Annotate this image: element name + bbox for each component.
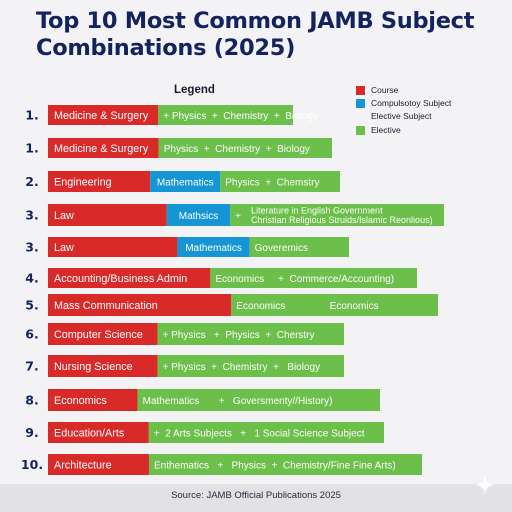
combination-row: 1. Medicine & Surgery + Physics + Chemistr…: [25, 105, 318, 125]
elective-segment: [249, 237, 349, 257]
course-segment-text: Nursing Science: [54, 361, 133, 373]
combination-row: 3. Law Mathematics Goveremics: [25, 237, 349, 257]
course-segment: [48, 422, 149, 443]
elective-segment-text: + Physics + Physics + Cherstry: [163, 330, 315, 341]
course-segment: [48, 323, 158, 345]
course-segment-text: Law: [54, 242, 74, 254]
course-segment-text: Architecture: [54, 459, 112, 471]
course-segment-text: Law: [54, 210, 74, 222]
elective-segment-text: + Physics + Chemistry + Biology: [163, 362, 321, 373]
elective-segment-text: Physics + Chemstry: [225, 177, 319, 188]
course-segment-text: Mass Communication: [54, 300, 158, 312]
course-segment: [48, 294, 232, 316]
legend-label-compulsory: Compulsotoy Subject: [371, 98, 452, 108]
combination-row: 5. Mass Communication Economics Economics: [25, 294, 438, 316]
compulsory-segment: [166, 204, 231, 226]
rank-label: 4.: [25, 271, 38, 286]
combination-row: 3. Law Mathsics + Literature in English Gove…: [25, 204, 444, 226]
course-segment-text: Engineering: [54, 176, 112, 188]
course-segment-text: Computer Science: [54, 329, 143, 341]
combination-row: 10. Architecture Enthematics + Physics + C…: [21, 454, 423, 475]
elective-segment-text: Enthematics + Physics + Chemistry/Fine F…: [154, 460, 396, 471]
rank-label: 3.: [25, 240, 38, 255]
combinations-chart: 1. Medicine & Surgery + Physics + Chemistr…: [21, 105, 444, 475]
course-segment-text: Economics: [54, 395, 107, 407]
compulsory-segment-text: Mathematics: [185, 243, 242, 254]
elective-segment-text: Economics Economics: [236, 301, 378, 312]
combination-row: 1. Medicine & Surgery Physics + Chemistry …: [25, 138, 332, 158]
elective-segment: [158, 138, 332, 158]
course-segment: [48, 237, 178, 257]
combination-row: 9. Education/Arts + 2 Arts Subjects + 1 So…: [25, 422, 384, 443]
elective-segment: [210, 268, 417, 288]
course-segment: [48, 138, 159, 158]
rank-label: 5.: [25, 298, 38, 313]
sparkle-icon: [475, 475, 495, 495]
elective-segment: [137, 389, 380, 411]
legend-item-course: Course: [356, 84, 398, 96]
elective-segment-text: Economics + Commerce/Accounting): [215, 274, 394, 285]
course-segment: [48, 355, 158, 377]
elective-segment-text-line2: Christian Religious Struids/Islamic Reon…: [251, 215, 433, 225]
rank-label: 10.: [21, 457, 43, 472]
combination-row: 2. Engineering Mathematics Physics + Chemst…: [25, 171, 340, 192]
compulsory-segment-text: Mathsics: [179, 211, 218, 222]
rank-label: 6.: [25, 327, 38, 342]
compulsory-segment: [177, 237, 250, 257]
elective-segment-text: + 2 Arts Subjects + 1 Social Science Sub…: [154, 428, 365, 439]
course-segment: [48, 171, 151, 192]
course-segment: [48, 389, 138, 411]
legend-label-course: Course: [371, 85, 399, 95]
elective-segment-text: Goveremics: [255, 243, 308, 254]
legend-item-elective-subject: Elective Subject: [371, 110, 431, 122]
rank-label: 9.: [25, 425, 38, 440]
rank-label: 2.: [25, 174, 38, 189]
elective-segment: [231, 294, 438, 316]
elective-segment-text: + Physics + Chemistry + Biology: [163, 111, 318, 122]
rank-label: 8.: [25, 393, 38, 408]
rank-label: 1.: [25, 141, 38, 156]
legend-label-elective-subject: Elective Subject: [371, 111, 432, 121]
course-segment: [48, 454, 149, 475]
source-note: Source: JAMB Official Publications 2025: [171, 490, 341, 501]
legend-swatch-elective: [356, 125, 365, 135]
course-segment: [48, 204, 167, 226]
combination-row: 7. Nursing Science + Physics + Chemistry +…: [25, 355, 344, 377]
elective-segment-text: Physics + Chemistry + Biology: [164, 144, 310, 155]
legend-item-elective: Elective: [356, 124, 401, 136]
course-segment-text: Medicine & Surgery: [54, 143, 149, 155]
legend-label-elective: Elective: [371, 125, 401, 135]
footer-band: [0, 484, 512, 512]
elective-segment: [148, 422, 384, 443]
combination-row: 8. Economics Mathematics + Goversmenty//Hi…: [25, 389, 380, 411]
rank-label: 1.: [25, 108, 38, 123]
elective-segment: [158, 105, 293, 125]
elective-segment-text: +: [235, 211, 241, 222]
elective-segment: [220, 171, 340, 192]
elective-segment-text: Mathematics + Goversmenty//History): [143, 396, 333, 407]
elective-segment: [230, 204, 246, 226]
legend-swatch-compulsory: [356, 98, 365, 108]
course-segment-text: Education/Arts: [54, 427, 125, 439]
rank-label: 7.: [25, 359, 38, 374]
elective-segment-text: Literature in English Government: [251, 206, 383, 216]
legend-heading: Legend: [174, 84, 215, 96]
chart-title: Top 10 Most Common JAMB Subject Combinat…: [36, 8, 475, 61]
compulsory-segment: [150, 171, 221, 192]
compulsory-segment-text: Mathematics: [157, 177, 214, 188]
elective-segment: [157, 355, 344, 377]
elective-segment: [157, 323, 344, 345]
rank-label: 3.: [25, 208, 38, 223]
course-segment-text: Medicine & Surgery: [54, 110, 149, 122]
elective-segment: [148, 454, 423, 475]
course-segment: [48, 268, 211, 288]
combination-row: 6. Computer Science + Physics + Physics + …: [25, 323, 344, 345]
combination-row: 4. Accounting/Business Admin Economics + C…: [25, 268, 417, 288]
legend-swatch-course: [356, 85, 365, 95]
course-segment-text: Accounting/Business Admin: [54, 273, 187, 285]
legend-item-compulsory: Compulsotoy Subject: [356, 97, 451, 109]
elective-segment: [246, 204, 444, 226]
course-segment: [48, 105, 159, 125]
